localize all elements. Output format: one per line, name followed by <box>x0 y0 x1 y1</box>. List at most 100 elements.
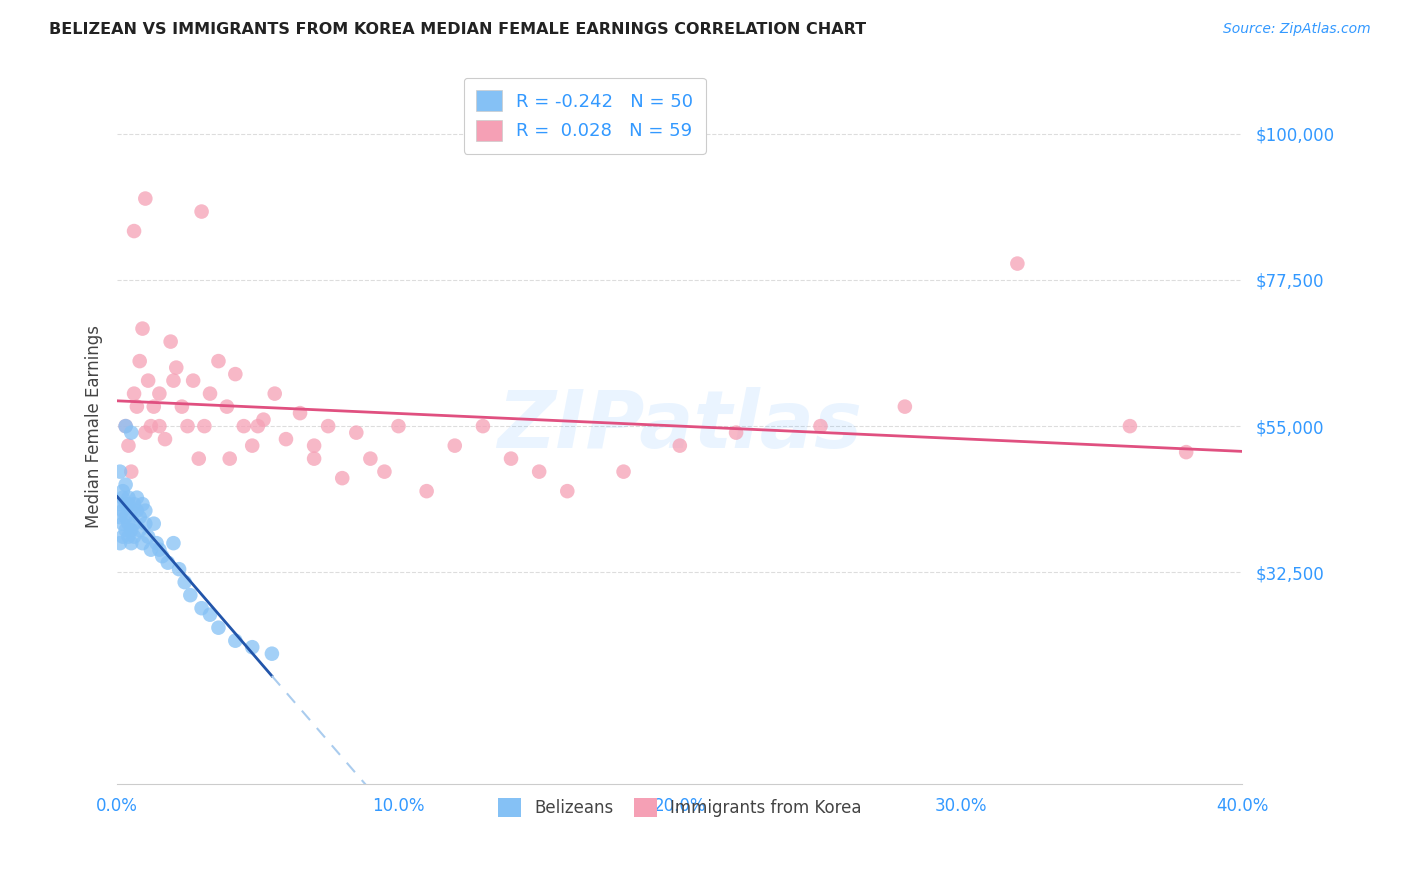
Point <box>302 451 325 466</box>
Point <box>134 503 156 517</box>
Point <box>114 419 136 434</box>
Point <box>111 491 134 505</box>
Point <box>108 510 131 524</box>
Point <box>111 503 134 517</box>
Point <box>669 439 692 453</box>
Point <box>122 530 145 544</box>
Point <box>499 451 522 466</box>
Point <box>725 425 748 440</box>
Y-axis label: Median Female Earnings: Median Female Earnings <box>86 325 103 528</box>
Point <box>111 516 134 531</box>
Point <box>232 419 254 434</box>
Point <box>215 400 238 414</box>
Point <box>373 465 395 479</box>
Point <box>114 497 136 511</box>
Point <box>240 640 263 655</box>
Point <box>246 419 269 434</box>
Point <box>134 425 156 440</box>
Point <box>114 477 136 491</box>
Point <box>125 400 148 414</box>
Legend: Belizeans, Immigrants from Korea: Belizeans, Immigrants from Korea <box>489 789 870 825</box>
Point <box>193 419 215 434</box>
Point <box>359 451 381 466</box>
Point <box>167 562 190 576</box>
Point <box>150 549 173 564</box>
Point <box>1007 256 1029 270</box>
Point <box>894 400 917 414</box>
Point <box>224 633 246 648</box>
Point <box>117 491 139 505</box>
Point <box>162 536 184 550</box>
Point <box>145 536 167 550</box>
Point <box>207 621 229 635</box>
Point <box>176 419 198 434</box>
Point <box>134 192 156 206</box>
Point <box>120 425 142 440</box>
Point <box>198 607 221 622</box>
Point <box>190 204 212 219</box>
Point <box>252 412 274 426</box>
Point <box>148 419 170 434</box>
Point <box>302 439 325 453</box>
Point <box>125 503 148 517</box>
Point <box>170 400 193 414</box>
Point <box>263 386 285 401</box>
Point <box>131 536 153 550</box>
Point <box>122 386 145 401</box>
Point <box>122 516 145 531</box>
Point <box>128 510 150 524</box>
Point <box>120 465 142 479</box>
Point <box>179 588 201 602</box>
Point <box>114 419 136 434</box>
Point <box>139 542 162 557</box>
Point <box>159 334 181 349</box>
Point <box>274 432 297 446</box>
Point <box>1119 419 1142 434</box>
Text: BELIZEAN VS IMMIGRANTS FROM KOREA MEDIAN FEMALE EARNINGS CORRELATION CHART: BELIZEAN VS IMMIGRANTS FROM KOREA MEDIAN… <box>49 22 866 37</box>
Point <box>136 530 159 544</box>
Point <box>134 516 156 531</box>
Point <box>555 484 578 499</box>
Point <box>224 367 246 381</box>
Point <box>156 556 179 570</box>
Point <box>288 406 311 420</box>
Point <box>120 503 142 517</box>
Point <box>120 536 142 550</box>
Point <box>131 497 153 511</box>
Point <box>344 425 367 440</box>
Point <box>111 484 134 499</box>
Point <box>117 516 139 531</box>
Point <box>117 497 139 511</box>
Point <box>198 386 221 401</box>
Point <box>810 419 832 434</box>
Point <box>1175 445 1198 459</box>
Point <box>153 432 176 446</box>
Point <box>142 400 165 414</box>
Point <box>117 530 139 544</box>
Point <box>181 374 204 388</box>
Point <box>108 465 131 479</box>
Point <box>136 374 159 388</box>
Point <box>165 360 187 375</box>
Point <box>139 419 162 434</box>
Point <box>108 536 131 550</box>
Point <box>260 647 283 661</box>
Point <box>114 510 136 524</box>
Point <box>162 374 184 388</box>
Point <box>330 471 353 485</box>
Point <box>108 497 131 511</box>
Point <box>148 386 170 401</box>
Point <box>240 439 263 453</box>
Point <box>443 439 465 453</box>
Point <box>142 516 165 531</box>
Point <box>187 451 209 466</box>
Point <box>117 439 139 453</box>
Text: ZIPatlas: ZIPatlas <box>498 387 862 465</box>
Point <box>122 497 145 511</box>
Point <box>120 523 142 537</box>
Point <box>527 465 550 479</box>
Point <box>471 419 494 434</box>
Point <box>128 523 150 537</box>
Point <box>207 354 229 368</box>
Point <box>190 601 212 615</box>
